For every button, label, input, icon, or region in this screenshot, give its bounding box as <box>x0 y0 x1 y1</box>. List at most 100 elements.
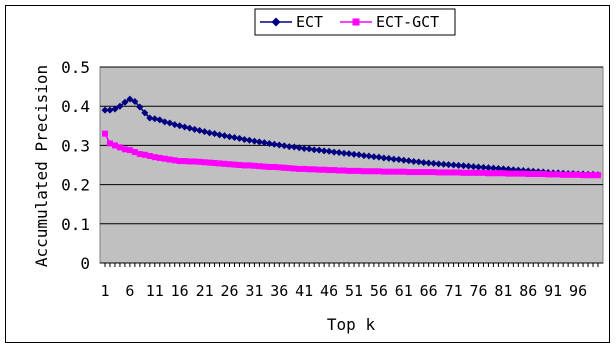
data-point <box>425 169 432 176</box>
data-point <box>296 165 303 172</box>
data-point <box>390 168 397 175</box>
y-tick-label: 0 <box>80 254 90 273</box>
plot-area <box>99 66 604 264</box>
data-point <box>291 165 298 172</box>
data-point <box>530 171 537 178</box>
data-point <box>385 168 392 175</box>
data-point <box>370 168 377 175</box>
data-point <box>430 169 437 176</box>
data-point <box>310 146 318 154</box>
x-tick-label: 71 <box>445 282 463 300</box>
x-tick-label: 66 <box>420 282 438 300</box>
data-point <box>375 168 382 175</box>
data-point <box>500 170 507 177</box>
data-point <box>550 171 557 178</box>
data-point <box>420 169 427 176</box>
y-tick-label: 0.5 <box>61 58 90 77</box>
data-point <box>216 160 223 167</box>
legend-ect-marker <box>271 17 281 27</box>
data-point <box>440 169 447 176</box>
data-point <box>430 159 438 167</box>
data-point <box>131 149 138 156</box>
data-point <box>510 170 517 177</box>
data-point <box>326 167 333 174</box>
data-point <box>365 152 373 160</box>
data-point <box>440 160 448 168</box>
data-point <box>435 160 443 168</box>
x-tick-label: 36 <box>270 282 288 300</box>
x-tick-label: 16 <box>171 282 189 300</box>
data-point <box>261 163 268 170</box>
data-point <box>330 148 338 156</box>
data-point <box>425 159 433 167</box>
data-point <box>196 127 204 135</box>
data-point <box>480 169 487 176</box>
data-point <box>260 139 268 147</box>
x-tick-label: 76 <box>469 282 487 300</box>
data-point <box>505 170 512 177</box>
plot-background <box>99 66 604 264</box>
data-point <box>460 169 467 176</box>
data-point <box>136 151 143 158</box>
y-tick-label: 0.2 <box>61 176 90 195</box>
data-point <box>490 170 497 177</box>
data-point <box>400 156 408 164</box>
data-point <box>340 149 348 157</box>
data-point <box>595 172 601 179</box>
data-point <box>111 105 119 113</box>
data-point <box>470 169 477 176</box>
data-point <box>116 102 124 110</box>
data-point <box>365 168 372 175</box>
data-point <box>355 151 363 159</box>
data-point <box>306 166 313 173</box>
data-point <box>420 159 428 167</box>
data-point <box>410 157 418 165</box>
data-point <box>221 160 228 167</box>
data-point <box>300 145 308 153</box>
series-ect-gct <box>102 130 601 179</box>
x-tick-label: 46 <box>320 282 338 300</box>
x-tick-label: 86 <box>519 282 537 300</box>
data-point <box>216 131 224 139</box>
x-tick-label: 56 <box>370 282 388 300</box>
data-point <box>370 153 378 161</box>
data-point <box>151 115 159 123</box>
data-point <box>380 154 388 162</box>
data-point <box>570 171 577 178</box>
y-axis-label: Accumulated Precision <box>32 65 51 267</box>
gridlines <box>100 66 603 225</box>
data-point <box>540 171 547 178</box>
data-point <box>166 156 173 163</box>
data-point <box>585 172 592 179</box>
data-point <box>102 130 108 137</box>
data-point <box>360 152 368 160</box>
data-point <box>226 161 233 168</box>
data-point <box>465 169 472 176</box>
data-point <box>495 170 502 177</box>
data-point <box>375 153 383 161</box>
data-point <box>350 150 358 158</box>
data-point <box>535 171 542 178</box>
data-point <box>181 123 189 131</box>
x-tick-label: 51 <box>345 282 363 300</box>
data-point <box>410 169 417 176</box>
x-tick-label: 96 <box>569 282 587 300</box>
data-point <box>341 167 348 174</box>
data-point <box>405 157 413 165</box>
data-point <box>525 171 532 178</box>
data-point <box>270 140 278 148</box>
data-point <box>266 163 273 170</box>
x-tick-label: 31 <box>245 282 263 300</box>
data-point <box>545 171 552 178</box>
data-point <box>395 168 402 175</box>
data-point <box>156 154 163 161</box>
y-tick-label: 0.1 <box>61 215 90 234</box>
data-point <box>575 171 582 178</box>
data-point <box>325 147 333 155</box>
data-point <box>176 158 183 165</box>
data-point <box>136 103 144 111</box>
data-point <box>450 161 458 169</box>
data-point <box>315 146 323 154</box>
data-point <box>181 158 188 165</box>
data-point <box>151 154 158 161</box>
